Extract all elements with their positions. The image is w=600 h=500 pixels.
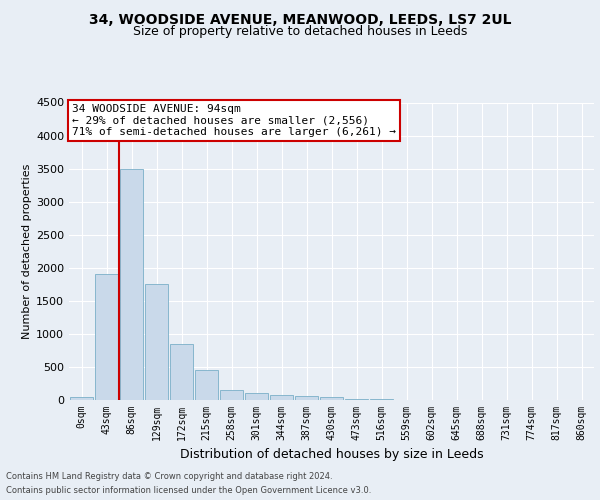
Text: 34 WOODSIDE AVENUE: 94sqm
← 29% of detached houses are smaller (2,556)
71% of se: 34 WOODSIDE AVENUE: 94sqm ← 29% of detac… — [71, 104, 395, 137]
Bar — [145, 284, 169, 400]
Bar — [269, 395, 293, 400]
Bar — [95, 274, 118, 400]
Bar — [245, 394, 268, 400]
Bar — [70, 396, 94, 400]
Text: 34, WOODSIDE AVENUE, MEANWOOD, LEEDS, LS7 2UL: 34, WOODSIDE AVENUE, MEANWOOD, LEEDS, LS… — [89, 12, 511, 26]
Bar — [170, 344, 193, 400]
Y-axis label: Number of detached properties: Number of detached properties — [22, 164, 32, 339]
Bar — [220, 390, 244, 400]
Bar — [119, 168, 143, 400]
Bar — [295, 396, 319, 400]
Bar — [344, 398, 368, 400]
Bar — [320, 398, 343, 400]
Text: Size of property relative to detached houses in Leeds: Size of property relative to detached ho… — [133, 25, 467, 38]
X-axis label: Distribution of detached houses by size in Leeds: Distribution of detached houses by size … — [179, 448, 484, 462]
Text: Contains HM Land Registry data © Crown copyright and database right 2024.: Contains HM Land Registry data © Crown c… — [6, 472, 332, 481]
Text: Contains public sector information licensed under the Open Government Licence v3: Contains public sector information licen… — [6, 486, 371, 495]
Bar — [194, 370, 218, 400]
